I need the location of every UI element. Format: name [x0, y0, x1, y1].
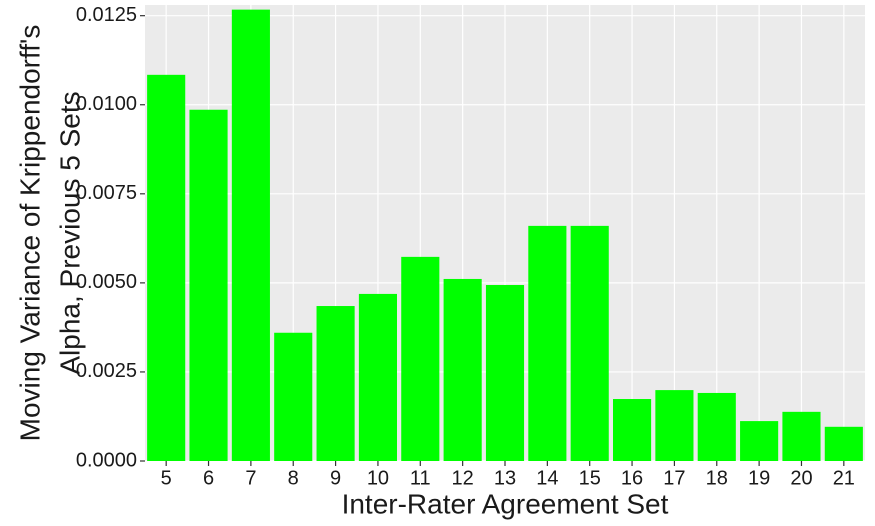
- bar: [231, 9, 270, 461]
- bar: [528, 225, 567, 461]
- x-tick-label: 21: [833, 467, 855, 489]
- x-tick-label: 5: [161, 467, 172, 489]
- bar: [697, 392, 736, 461]
- y-axis-title: Moving Variance of Krippendorff's: [14, 25, 45, 442]
- bar: [316, 306, 355, 461]
- bar: [782, 411, 821, 461]
- x-tick-label: 11: [410, 467, 431, 489]
- y-tick-label: 0.0075: [76, 182, 137, 204]
- x-tick-label: 16: [621, 467, 643, 489]
- y-tick-label: 0.0125: [76, 4, 137, 26]
- bar: [189, 109, 228, 462]
- x-tick-label: 20: [790, 467, 812, 489]
- y-tick-label: 0.0050: [76, 271, 137, 293]
- bar: [570, 225, 609, 461]
- bar: [358, 293, 397, 461]
- x-tick-label: 12: [452, 467, 474, 489]
- x-tick-label: 14: [536, 467, 558, 489]
- y-tick-label: 0.0100: [76, 93, 137, 115]
- y-tick-label: 0.0025: [76, 360, 137, 382]
- x-tick-label: 18: [706, 467, 728, 489]
- bar: [274, 332, 313, 461]
- bar: [485, 285, 525, 461]
- bar: [613, 399, 652, 461]
- y-axis-title: Alpha, Previous 5 Sets: [54, 91, 85, 374]
- bar: [147, 74, 186, 461]
- x-tick-label: 8: [288, 467, 299, 489]
- x-axis-title: Inter-Rater Agreement Set: [342, 488, 669, 519]
- bar: [443, 278, 482, 461]
- x-tick-label: 17: [663, 467, 685, 489]
- y-tick-label: 0.0000: [76, 449, 137, 471]
- x-tick-label: 7: [245, 467, 256, 489]
- x-tick-label: 10: [367, 467, 389, 489]
- x-tick-label: 13: [494, 467, 516, 489]
- x-tick-label: 15: [579, 467, 601, 489]
- x-tick-label: 19: [748, 467, 770, 489]
- bar: [401, 256, 440, 461]
- bar: [740, 421, 779, 461]
- x-tick-label: 9: [330, 467, 341, 489]
- bar: [824, 426, 863, 461]
- x-tick-label: 6: [203, 467, 214, 489]
- bar: [655, 390, 694, 461]
